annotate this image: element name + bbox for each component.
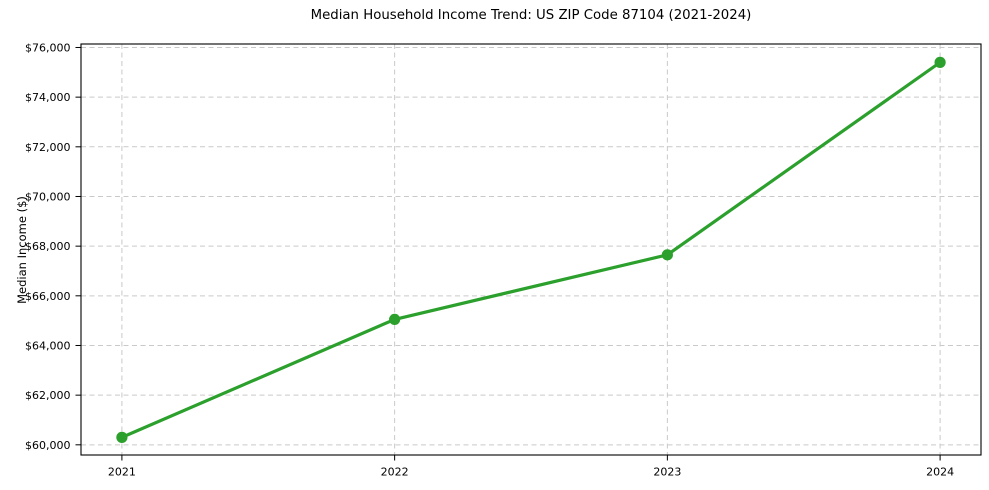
x-tick-label: 2024 [926,466,954,479]
chart-title: Median Household Income Trend: US ZIP Co… [310,8,752,23]
y-tick-label: $76,000 [25,41,71,54]
y-tick-label: $60,000 [25,439,71,452]
y-tick-label: $74,000 [25,91,71,104]
data-point-2024 [934,56,946,68]
data-point-2021 [116,431,128,443]
y-tick-label: $64,000 [25,339,71,352]
x-tick-label: 2023 [653,466,681,479]
data-point-2022 [389,313,401,326]
x-tick-label: 2021 [108,466,136,479]
y-tick-label: $72,000 [25,141,71,154]
data-point-2023 [661,249,673,261]
y-tick-label: $68,000 [25,240,71,253]
data-line [120,60,942,439]
y-tick-label: $66,000 [25,290,71,303]
axes-spines [80,43,982,456]
x-tick-label: 2022 [381,466,409,479]
y-tick-label: $70,000 [25,190,71,203]
y-tick-label: $62,000 [25,389,71,402]
